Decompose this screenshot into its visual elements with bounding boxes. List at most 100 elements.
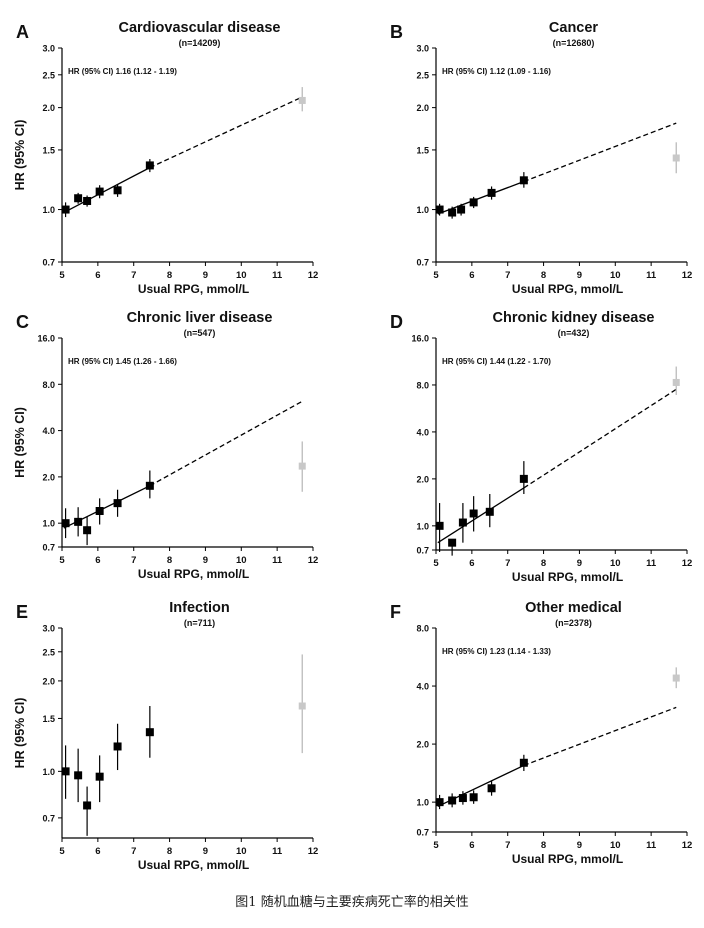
data-point [487, 784, 496, 793]
y-tick-label: 3.0 [416, 44, 429, 54]
panel-f: F Other medical (n=2378) HR (95% CI) 1.23 (… [390, 600, 692, 866]
y-tick-label: 1.5 [42, 145, 55, 155]
fit-line-dashed [523, 706, 677, 767]
data-point [458, 794, 467, 803]
data-point [458, 518, 467, 527]
y-tick-label: 2.0 [416, 740, 429, 750]
grey-point [298, 702, 306, 710]
y-tick-label: 0.7 [42, 258, 55, 268]
data-point [113, 499, 122, 508]
x-tick-label: 5 [433, 840, 439, 851]
panel-title: Infection [169, 600, 229, 616]
data-point [74, 194, 83, 203]
y-tick-label: 16.0 [411, 334, 429, 344]
data-point [435, 521, 444, 530]
data-point [145, 161, 154, 170]
data-point [469, 509, 478, 518]
y-tick-label: 1.0 [416, 205, 429, 215]
data-point [448, 208, 457, 217]
x-tick-label: 6 [95, 555, 100, 566]
panel-letter: D [390, 312, 403, 332]
x-tick-label: 6 [469, 558, 474, 569]
fit-line-dashed [523, 388, 677, 489]
grey-point [298, 96, 306, 104]
y-axis-label: HR (95% CI) [13, 698, 27, 769]
x-tick-label: 8 [541, 270, 546, 281]
y-tick-label: 4.0 [416, 427, 429, 437]
x-tick-label: 11 [272, 846, 283, 857]
grey-point [672, 674, 680, 682]
x-tick-label: 7 [505, 270, 510, 281]
y-tick-label: 1.0 [42, 767, 55, 777]
x-tick-label: 5 [59, 270, 65, 281]
data-point [61, 767, 70, 776]
fit-line-solid [437, 487, 525, 544]
data-point [448, 538, 457, 547]
x-tick-label: 5 [433, 270, 439, 281]
x-axis-label: Usual RPG, mmol/L [138, 858, 249, 872]
fit-line-dashed [523, 122, 677, 183]
x-tick-label: 8 [541, 840, 546, 851]
x-tick-label: 7 [131, 555, 136, 566]
panel-letter: A [16, 22, 29, 42]
x-axis-label: Usual RPG, mmol/L [512, 570, 623, 584]
x-tick-label: 12 [308, 270, 319, 281]
grey-point [298, 462, 306, 470]
y-tick-label: 2.5 [42, 70, 55, 80]
x-tick-label: 7 [505, 840, 510, 851]
panel-letter: B [390, 22, 403, 42]
data-point [145, 481, 154, 490]
panel-e: E Infection (n=711) 5 6 7 8 9 10 11 12 0.7 1.0 1.5 2.0… [13, 600, 318, 872]
x-tick-label: 11 [272, 555, 283, 566]
x-tick-label: 12 [682, 270, 693, 281]
y-tick-label: 0.7 [42, 543, 55, 553]
y-tick-label: 2.0 [42, 676, 55, 686]
x-tick-label: 12 [308, 846, 319, 857]
x-tick-label: 11 [646, 270, 657, 281]
grey-point [672, 378, 680, 386]
panel-subtitle: (n=711) [184, 618, 215, 628]
y-tick-label: 2.0 [416, 474, 429, 484]
x-tick-label: 8 [541, 558, 546, 569]
data-point [487, 188, 496, 197]
y-tick-label: 2.0 [416, 103, 429, 113]
x-tick-label: 12 [682, 840, 693, 851]
x-axis-label: Usual RPG, mmol/L [138, 282, 249, 296]
hr-annotation: HR (95% CI) 1.23 (1.14 - 1.33) [442, 647, 551, 656]
y-tick-label: 1.5 [42, 714, 55, 724]
x-tick-label: 9 [577, 270, 582, 281]
y-tick-label: 0.7 [416, 546, 429, 556]
panel-title: Cancer [549, 20, 599, 36]
data-point [95, 772, 104, 781]
hr-annotation: HR (95% CI) 1.45 (1.26 - 1.66) [68, 357, 177, 366]
x-axis-label: Usual RPG, mmol/L [138, 567, 249, 581]
y-tick-label: 2.0 [42, 472, 55, 482]
x-tick-label: 10 [236, 846, 247, 857]
x-tick-label: 12 [682, 558, 693, 569]
y-tick-label: 16.0 [37, 334, 55, 344]
y-tick-label: 4.0 [42, 426, 55, 436]
data-point [61, 205, 70, 214]
y-tick-label: 0.7 [42, 813, 55, 823]
x-tick-label: 7 [505, 558, 510, 569]
y-tick-label: 1.0 [42, 205, 55, 215]
x-tick-label: 9 [203, 846, 208, 857]
x-tick-label: 10 [236, 270, 247, 281]
y-axis-label: HR (95% CI) [13, 120, 27, 191]
y-tick-label: 3.0 [42, 624, 55, 634]
panel-title: Chronic liver disease [127, 310, 273, 326]
y-tick-label: 1.5 [416, 145, 429, 155]
data-point [95, 507, 104, 516]
panel-subtitle: (n=14209) [179, 38, 221, 48]
x-tick-label: 9 [577, 558, 582, 569]
panel-subtitle: (n=432) [558, 328, 590, 338]
panel-b: B Cancer (n=12680) HR (95% CI) 1.12 (1.09 -… [390, 20, 692, 296]
y-tick-label: 1.0 [416, 521, 429, 531]
x-tick-label: 10 [236, 555, 247, 566]
data-point [519, 474, 528, 483]
fit-line-dashed [149, 96, 303, 169]
x-tick-label: 9 [577, 840, 582, 851]
x-tick-label: 7 [131, 846, 136, 857]
x-tick-label: 5 [59, 555, 65, 566]
x-tick-label: 6 [469, 270, 474, 281]
